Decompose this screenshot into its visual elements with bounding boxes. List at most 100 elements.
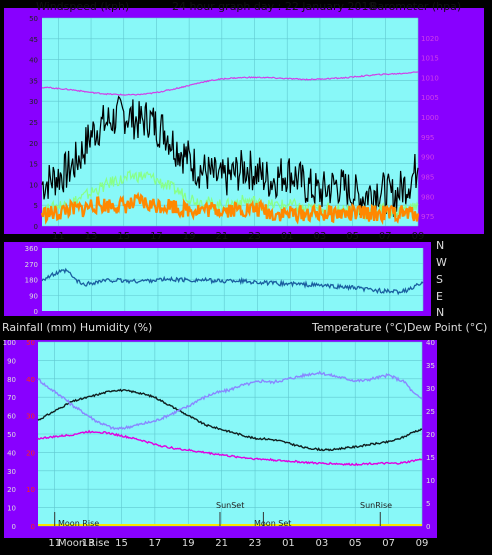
- wind-xtick-label: 11: [52, 231, 65, 242]
- compass-s: S: [436, 273, 443, 286]
- humidity-ytick-label: 100: [3, 339, 16, 347]
- temperature-ytick-label: 25: [426, 408, 435, 416]
- temperature-ytick-label: 5: [426, 500, 430, 508]
- temperature-ytick-label: 35: [426, 362, 435, 370]
- wind-xtick-label: 07: [379, 231, 392, 242]
- compass-n-top: N: [436, 239, 444, 252]
- humidity-ytick-label: 20: [7, 486, 16, 494]
- wind-xtick-label: 21: [215, 231, 228, 242]
- temp-xtick-label: 21: [215, 538, 228, 549]
- wind-ytick-label: 0: [34, 223, 38, 231]
- rain-ytick-label: 10: [26, 486, 35, 494]
- wind-xtick-label: 01: [281, 231, 294, 242]
- wind-ytick-label: 35: [29, 77, 38, 85]
- barometer-ytick-label: 990: [421, 154, 434, 162]
- temp-xtick-label: 11: [48, 538, 61, 549]
- humidity-ytick-label: 60: [7, 413, 16, 421]
- wind-xtick-label: 15: [117, 231, 130, 242]
- humidity-ytick-label: 90: [7, 357, 16, 365]
- direction-ytick-label: 90: [29, 292, 38, 300]
- wind-xtick-label: 05: [346, 231, 359, 242]
- humidity-ytick-label: 50: [7, 431, 16, 439]
- wind-direction-line: [41, 267, 424, 296]
- humidity-ytick-label: 80: [7, 376, 16, 384]
- temperature-ytick-label: 40: [426, 339, 435, 347]
- wind-ytick-label: 25: [29, 119, 38, 127]
- bottom-moon-rise-label: Moon Rise: [58, 538, 109, 549]
- humidity-ytick-label: 0: [12, 523, 16, 531]
- barometer-ytick-label: 1020: [421, 35, 439, 43]
- wind-gust-line: [41, 95, 419, 217]
- direction-ytick-label: 270: [25, 261, 38, 269]
- humidity-ytick-label: 30: [7, 468, 16, 476]
- temp-xtick-label: 05: [349, 538, 362, 549]
- temperature-ytick-label: 15: [426, 454, 435, 462]
- wind-xtick-label: 03: [314, 231, 327, 242]
- dew-point-line: [37, 429, 423, 467]
- wind-ytick-label: 20: [29, 140, 38, 148]
- direction-ytick-label: 360: [25, 245, 38, 253]
- temperature-ytick-label: 30: [426, 385, 435, 393]
- wind-ytick-label: 10: [29, 181, 38, 189]
- temp-xtick-label: 15: [115, 538, 128, 549]
- wind-xtick-label: 17: [150, 231, 163, 242]
- rain-ytick-label: 40: [26, 376, 35, 384]
- barometer-ytick-label: 980: [421, 193, 434, 201]
- annotation-sunset: SunSet: [216, 501, 244, 510]
- data-series: [37, 71, 424, 526]
- direction-ytick-label: 0: [34, 308, 38, 316]
- wind-ytick-label: 30: [29, 98, 38, 106]
- temp-xtick-label: 17: [149, 538, 162, 549]
- compass-w: W: [436, 256, 447, 269]
- temp-xtick-label: 07: [382, 538, 395, 549]
- barometer-line: [41, 71, 419, 96]
- rain-ytick-label: 30: [26, 413, 35, 421]
- wind-xtick-label: 13: [85, 231, 98, 242]
- humidity-ytick-label: 10: [7, 505, 16, 513]
- wind-xtick-label: 19: [183, 231, 196, 242]
- wind-xtick-label: 23: [248, 231, 261, 242]
- wind-ytick-label: 40: [29, 57, 38, 65]
- temperature-ytick-label: 20: [426, 431, 435, 439]
- wind-ytick-label: 15: [29, 161, 38, 169]
- wind-axis-title: Windspeed (kph): [36, 0, 129, 13]
- rain-ytick-label: 20: [26, 449, 35, 457]
- wind-ytick-label: 5: [34, 202, 38, 210]
- barometer-ytick-label: 1015: [421, 55, 439, 63]
- barometer-ytick-label: 985: [421, 173, 434, 181]
- temp-xtick-label: 03: [315, 538, 328, 549]
- wind-ytick-label: 45: [29, 36, 38, 44]
- barometer-ytick-label: 975: [421, 213, 434, 221]
- wind-xtick-label: 09: [412, 231, 425, 242]
- windspeed-line: [40, 191, 420, 226]
- rain-humidity-title: Rainfall (mm) Humidity (%): [2, 321, 152, 334]
- axis-labels: 0510152025303540455097598098599099510001…: [3, 15, 439, 549]
- temp-xtick-label: 23: [249, 538, 262, 549]
- humidity-line: [37, 370, 423, 431]
- barometer-axis-title: Barometer (hpa): [370, 0, 461, 13]
- humidity-ytick-label: 70: [7, 394, 16, 402]
- temp-xtick-label: 09: [416, 538, 429, 549]
- barometer-ytick-label: 995: [421, 134, 434, 142]
- graph-title: 24 hour graph day : 22 January 2018: [172, 0, 376, 13]
- barometer-ytick-label: 1010: [421, 74, 439, 82]
- temp-xtick-label: 01: [282, 538, 295, 549]
- humidity-ytick-label: 40: [7, 449, 16, 457]
- direction-ytick-label: 180: [25, 277, 38, 285]
- grid-lines: [38, 17, 424, 527]
- temp-dew-title: Temperature (°C)Dew Point (°C): [311, 321, 487, 334]
- barometer-ytick-label: 1005: [421, 94, 439, 102]
- compass-e: E: [436, 290, 443, 303]
- temperature-line: [37, 388, 423, 452]
- temp-xtick-label: 19: [182, 538, 195, 549]
- rain-ytick-label: 0: [31, 523, 35, 531]
- annotation-moon-rise: Moon Rise: [58, 519, 99, 528]
- rain-ytick-label: 50: [26, 339, 35, 347]
- annotation-sunrise: SunRise: [360, 501, 392, 510]
- temp-xtick-label: 13: [82, 538, 95, 549]
- compass-n-bottom: N: [436, 306, 444, 319]
- annotation-moon-set: Moon Set: [254, 519, 291, 528]
- wind-ytick-label: 50: [29, 15, 38, 23]
- barometer-ytick-label: 1000: [421, 114, 439, 122]
